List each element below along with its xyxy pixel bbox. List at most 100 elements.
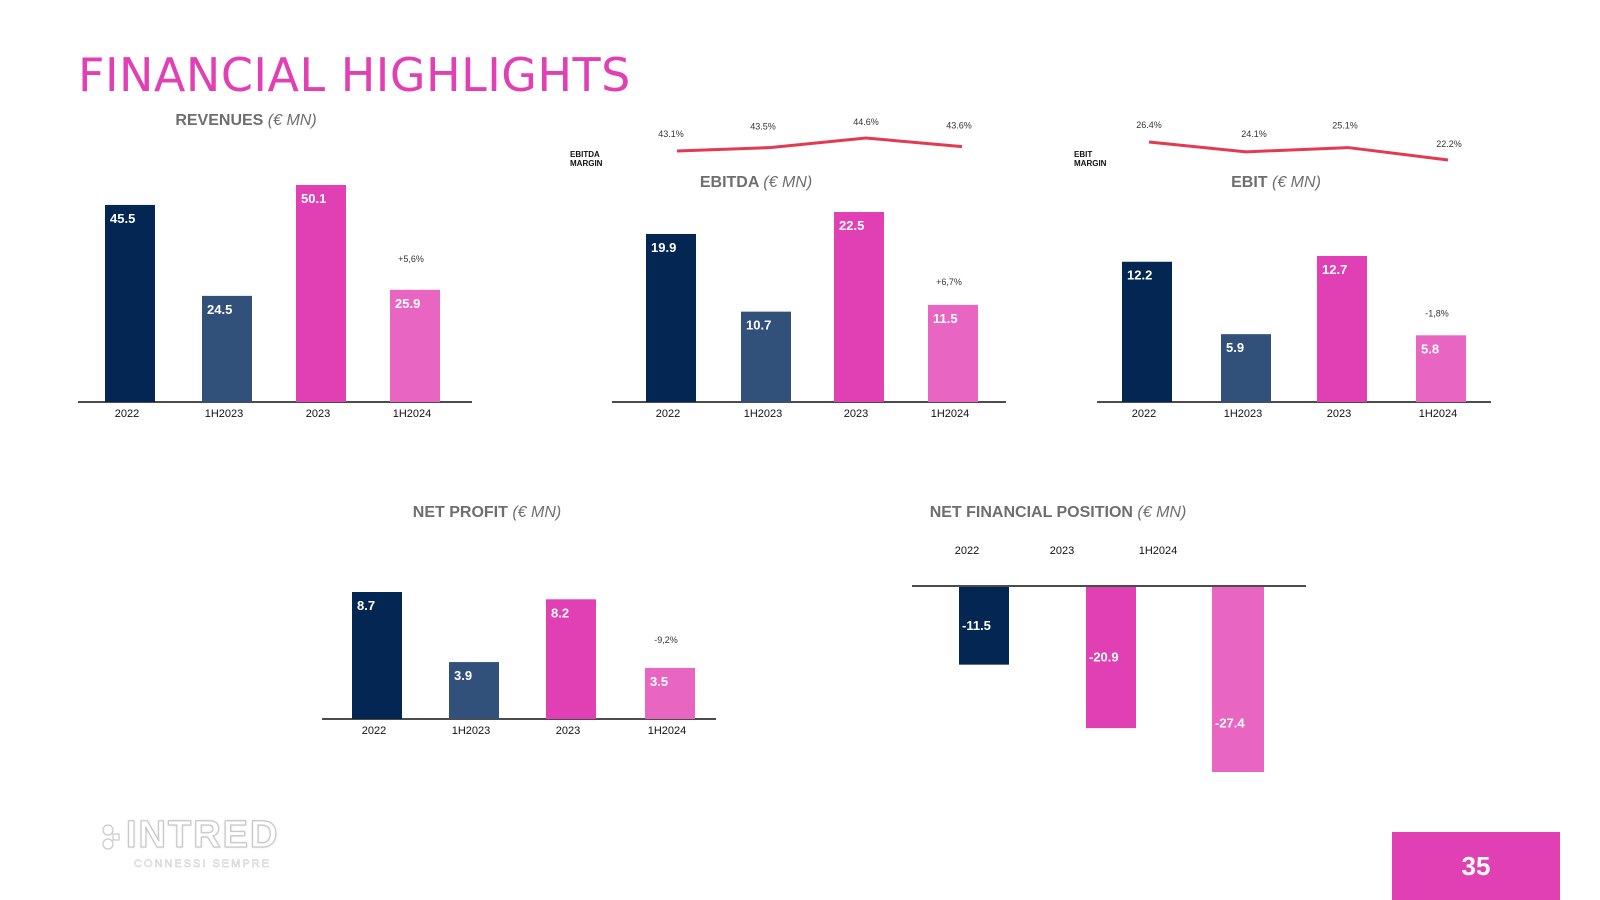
ebit-margin-label-line1: EBIT (1074, 150, 1093, 159)
nfp-bar-1h2024 (1212, 587, 1264, 772)
nfp-value-label: -11.5 (962, 618, 991, 633)
ebit-tick-label: 2023 (1327, 408, 1351, 420)
net_profit-bar-2023 (546, 599, 596, 719)
ebit-margin-label: 24.1% (1241, 129, 1267, 139)
ebitda-tick-label: 2022 (656, 408, 680, 420)
ebit-margin-label-line2: MARGIN (1074, 159, 1107, 168)
net_profit-tick-label: 1H2023 (452, 725, 491, 737)
revenues-tick-label: 2022 (115, 408, 139, 420)
net-profit-title: NET PROFIT (€ MN) (413, 504, 561, 522)
nfp-bar-2023 (1086, 587, 1136, 729)
net-profit-title-text: NET PROFIT (412, 504, 508, 521)
revenues-value-label: 50.1 (301, 191, 326, 206)
ebitda-margin-label: 44.6% (853, 117, 879, 127)
ebit-value-label: 12.2 (1127, 268, 1152, 283)
revenues-bar-2022 (105, 204, 155, 402)
nfp-title: NET FINANCIAL POSITION (€ MN) (930, 504, 1187, 522)
ebit-margin-label: 25.1% (1332, 121, 1358, 131)
net_profit-value-label: 8.2 (551, 605, 569, 620)
ebit-bar-1h2023 (1221, 334, 1271, 402)
net_profit-value-label: 3.9 (454, 668, 472, 683)
ebit-change-annotation: -1,8% (1425, 308, 1449, 318)
net_profit-tick-label: 1H2024 (648, 725, 687, 737)
ebit-tick-label: 1H2023 (1224, 408, 1263, 420)
ebit-margin-label: 26.4% (1136, 120, 1162, 130)
ebitda-bar-2022 (646, 233, 696, 402)
ebitda-value-label: 19.9 (651, 240, 676, 255)
nfp-title-unit: (€ MN) (1137, 504, 1187, 521)
nfp-title-text: NET FINANCIAL POSITION (929, 504, 1133, 521)
ebitda-tick-label: 2023 (844, 408, 868, 420)
ebitda-title-text: EBITDA (699, 174, 759, 191)
ebit-margin-label: EBIT MARGIN (1074, 150, 1106, 168)
nfp-bar-2022 (959, 587, 1009, 665)
ebit-margin-line (1148, 140, 1449, 162)
logo-name: INTRED (125, 813, 280, 856)
ebit-value-label: 12.7 (1322, 262, 1347, 277)
ebit-title-text: EBIT (1231, 174, 1268, 191)
page-number: 35 (1392, 832, 1560, 900)
net_profit-bar-2022 (352, 592, 402, 719)
net-profit-title-unit: (€ MN) (512, 504, 562, 521)
revenues-value-label: 24.5 (207, 302, 232, 317)
nfp-value-label: -20.9 (1089, 650, 1119, 665)
ebitda-bar-2023 (834, 212, 884, 402)
revenues-title: REVENUES (€ MN) (175, 112, 316, 130)
ebitda-margin-label: 43.6% (946, 121, 972, 131)
ebit-tick-label: 2022 (1132, 408, 1156, 420)
net_profit-value-label: 8.7 (357, 598, 375, 613)
revenues-title-text: REVENUES (175, 112, 264, 129)
ebitda-margin-label: 43.1% (658, 129, 684, 139)
revenues-bar-1h2023 (202, 295, 252, 402)
ebitda-change-annotation: +6,7% (936, 277, 962, 287)
revenues-change-annotation: +5,6% (398, 254, 424, 264)
net_profit-value-label: 3.5 (650, 674, 668, 689)
nfp-tick-label: 2022 (955, 545, 979, 557)
revenues-title-unit: (€ MN) (267, 112, 317, 129)
revenues-tick-label: 1H2023 (205, 408, 244, 420)
net_profit-bar-1h2024 (645, 667, 695, 719)
net_profit-bar-1h2023 (449, 662, 499, 719)
ebitda-title-unit: (€ MN) (763, 174, 813, 191)
ebit-value-label: 5.8 (1421, 341, 1439, 356)
ebitda-margin-label: 43.5% (750, 122, 776, 132)
revenues-tick-label: 1H2024 (393, 408, 432, 420)
ebit-margin-label: 22.2% (1436, 139, 1462, 149)
ebitda-value-label: 11.5 (933, 311, 958, 326)
ebit-tick-label: 1H2024 (1419, 408, 1458, 420)
ebitda-bar-1h2023 (741, 311, 791, 402)
ebit-bar-1h2024 (1416, 335, 1466, 402)
ebitda-bar-1h2024 (928, 304, 978, 402)
revenues-value-label: 45.5 (110, 211, 135, 226)
net_profit-tick-label: 2022 (362, 725, 386, 737)
ebitda-margin-label-line2: MARGIN (570, 159, 603, 168)
ebitda-tick-label: 1H2023 (744, 408, 783, 420)
net_profit-change-annotation: -9,2% (654, 635, 678, 645)
ebitda-margin-line (676, 136, 963, 153)
ebit-value-label: 5.9 (1226, 340, 1244, 355)
page-title: FINANCIAL HIGHLIGHTS (78, 48, 631, 102)
revenues-value-label: 25.9 (395, 296, 420, 311)
nfp-tick-label: 2023 (1050, 545, 1074, 557)
ebitda-tick-label: 1H2024 (931, 408, 970, 420)
revenues-bar-2023 (296, 185, 346, 402)
nfp-tick-label: 1H2024 (1139, 545, 1178, 557)
revenues-bar-1h2024 (390, 289, 440, 402)
intred-logo: INTRED CONNESSI SEMPRE (100, 813, 300, 874)
logo-tagline: CONNESSI SEMPRE (134, 858, 271, 871)
net_profit-tick-label: 2023 (556, 725, 580, 737)
ebit-title: EBIT (€ MN) (1231, 174, 1321, 192)
ebitda-margin-label-line1: EBITDA (570, 150, 600, 159)
nfp-value-label: -27.4 (1215, 716, 1245, 731)
ebitda-title: EBITDA (€ MN) (700, 174, 812, 192)
ebit-bar-2022 (1122, 261, 1172, 402)
revenues-tick-label: 2023 (306, 408, 330, 420)
logo-mark-icon (102, 824, 120, 850)
ebitda-value-label: 10.7 (746, 318, 771, 333)
ebitda-value-label: 22.5 (839, 218, 864, 233)
ebitda-margin-label: EBITDA MARGIN (570, 150, 602, 168)
ebit-title-unit: (€ MN) (1272, 174, 1321, 191)
ebit-bar-2023 (1317, 256, 1367, 402)
